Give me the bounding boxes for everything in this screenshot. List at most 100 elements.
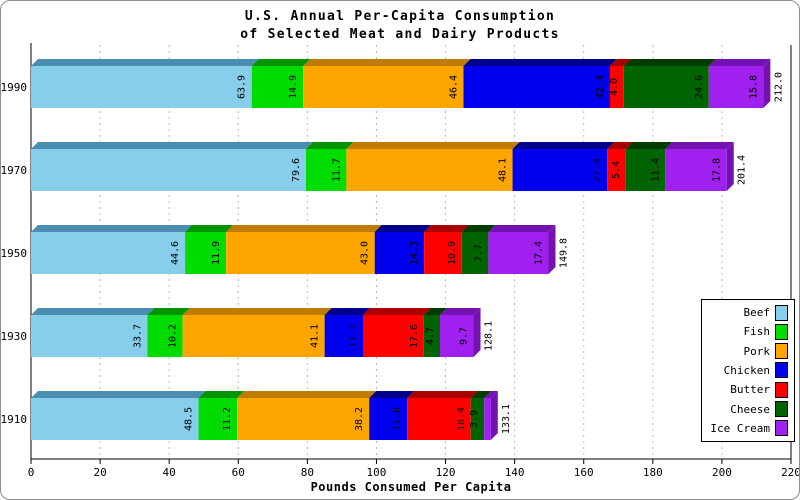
bar-segment-1910-butter <box>407 398 471 440</box>
bar-value-label-1970-ice-cream: 17.8 <box>712 158 723 182</box>
bar-bevel-1970-chicken <box>512 142 615 149</box>
bar-bevel-1990-chicken <box>463 59 617 66</box>
bar-bevel-1990-beef <box>31 59 259 66</box>
bar-bevel-1910-cheese <box>470 391 492 398</box>
bar-bevel-1930-ice-cream <box>440 308 481 315</box>
bar-segment-1970-pork <box>346 149 513 191</box>
bar-value-label-1930-cheese: 4.7 <box>425 327 436 345</box>
bar-segment-1970-butter <box>607 149 626 191</box>
bar-bevel-1930-fish <box>147 308 190 315</box>
bar-segment-1950-beef <box>31 232 186 274</box>
bar-bevel-1990-butter <box>609 59 631 66</box>
bar-value-label-1990-chicken: 42.4 <box>595 75 606 99</box>
bar-segment-1910-ice-cream <box>484 398 491 440</box>
legend-label: Ice Cream <box>710 421 770 435</box>
x-tick-label: 80 <box>301 466 314 479</box>
bar-value-label-1910-fish: 11.2 <box>222 407 233 431</box>
bar-value-label-1930-beef: 33.7 <box>132 324 143 348</box>
legend-label: Pork <box>743 344 771 358</box>
bar-bevel-1910-chicken <box>369 391 415 398</box>
legend-swatch <box>775 420 788 437</box>
bar-segment-1970-ice-cream <box>665 149 727 191</box>
bar-segment-1970-chicken <box>512 149 608 191</box>
bar-bevel-1950-pork <box>226 225 382 232</box>
bar-segment-1910-cheese <box>470 398 485 440</box>
bar-bevel-1990-fish <box>251 59 311 66</box>
bar-value-label-1930-butter: 17.6 <box>409 324 420 348</box>
x-tick-label: 0 <box>28 466 35 479</box>
bar-value-label-1910-chicken: 11.0 <box>392 407 403 431</box>
y-axis-label-1970: 1970 <box>1 164 27 177</box>
bar-bevel-1950-cheese <box>461 225 496 232</box>
bar-value-label-1990-butter: 4.0 <box>609 78 620 96</box>
bar-value-label-1950-cheese: 7.7 <box>473 244 484 262</box>
x-tick-label: 160 <box>574 466 594 479</box>
x-tick-label: 100 <box>367 466 387 479</box>
bar-value-label-1950-beef: 44.6 <box>170 241 181 265</box>
bar-segment-1930-cheese <box>423 315 441 357</box>
bar-bevel-1910-pork <box>237 391 377 398</box>
bar-segment-1970-beef <box>31 149 306 191</box>
legend-label: Cheese <box>730 402 770 416</box>
bar-value-label-1930-fish: 10.2 <box>168 324 179 348</box>
bar-total-label-1910: 133.1 <box>501 404 512 434</box>
bar-end-bevel-1970 <box>726 142 734 191</box>
bar-value-label-1930-chicken: 11.1 <box>348 324 359 348</box>
bar-segment-1990-butter <box>609 66 624 108</box>
bar-bevel-1950-beef <box>31 225 193 232</box>
bar-bevel-1910-fish <box>198 391 245 398</box>
x-tick-label: 180 <box>643 466 663 479</box>
bar-segment-1990-beef <box>31 66 252 108</box>
bar-end-bevel-1930 <box>473 308 481 357</box>
bar-value-label-1950-butter: 10.9 <box>447 241 458 265</box>
y-axis-label-1930: 1930 <box>1 330 27 343</box>
chart-title-line2: of Selected Meat and Dairy Products <box>240 27 560 42</box>
bar-segment-1950-ice-cream <box>488 232 549 274</box>
bar-total-label-1930: 128.1 <box>484 321 495 351</box>
bar-segment-1970-cheese <box>625 149 666 191</box>
bar-bevel-1950-fish <box>185 225 234 232</box>
bar-total-label-1990: 212.0 <box>773 72 784 102</box>
y-axis-label-1950: 1950 <box>1 247 27 260</box>
legend-swatch <box>775 343 788 360</box>
bar-bevel-1910-beef <box>31 391 206 398</box>
bar-segment-1930-ice-cream <box>440 315 474 357</box>
x-tick-label: 60 <box>232 466 245 479</box>
legend-item-pork: Pork <box>706 343 788 360</box>
bar-bevel-1950-butter <box>424 225 469 232</box>
bar-segment-1950-butter <box>424 232 462 274</box>
legend-swatch <box>775 381 788 398</box>
y-axis-label-1910: 1910 <box>1 413 27 426</box>
bar-value-label-1930-ice-cream: 9.7 <box>459 327 470 345</box>
bar-bevel-1990-cheese <box>623 59 716 66</box>
bar-value-label-1970-cheese: 11.4 <box>650 158 661 182</box>
bar-value-label-1970-beef: 79.6 <box>291 158 302 182</box>
x-tick-label: 20 <box>93 466 106 479</box>
bar-bevel-1930-beef <box>31 308 155 315</box>
x-tick-label: 120 <box>436 466 456 479</box>
legend-swatch <box>775 323 788 340</box>
bar-segment-1930-butter <box>362 315 424 357</box>
bar-value-label-1910-cheese: 3.9 <box>469 410 480 428</box>
legend: Beef Fish Pork Chicken Butter Cheese Ice… <box>701 299 795 442</box>
bar-end-bevel-1910 <box>490 391 498 440</box>
legend-item-beef: Beef <box>706 304 788 321</box>
bar-segment-1990-pork <box>303 66 464 108</box>
bar-segment-1950-pork <box>226 232 375 274</box>
bar-segment-1910-chicken <box>369 398 408 440</box>
bar-bevel-1990-pork <box>303 59 471 66</box>
bar-segment-1930-chicken <box>324 315 363 357</box>
legend-item-chicken: Chicken <box>706 362 788 379</box>
bar-bevel-1910-ice-cream <box>484 391 498 398</box>
bar-end-bevel-1950 <box>548 225 556 274</box>
bar-bevel-1930-pork <box>182 308 332 315</box>
legend-label: Chicken <box>723 363 770 377</box>
bar-value-label-1950-pork: 43.0 <box>360 241 371 265</box>
bar-value-label-1910-butter: 18.4 <box>456 407 467 431</box>
legend-swatch <box>775 401 788 418</box>
bar-value-label-1950-chicken: 14.3 <box>409 241 420 265</box>
bar-segment-1990-ice-cream <box>708 66 764 108</box>
bar-value-label-1990-fish: 14.9 <box>288 75 299 99</box>
bar-value-label-1970-pork: 48.1 <box>498 158 509 182</box>
